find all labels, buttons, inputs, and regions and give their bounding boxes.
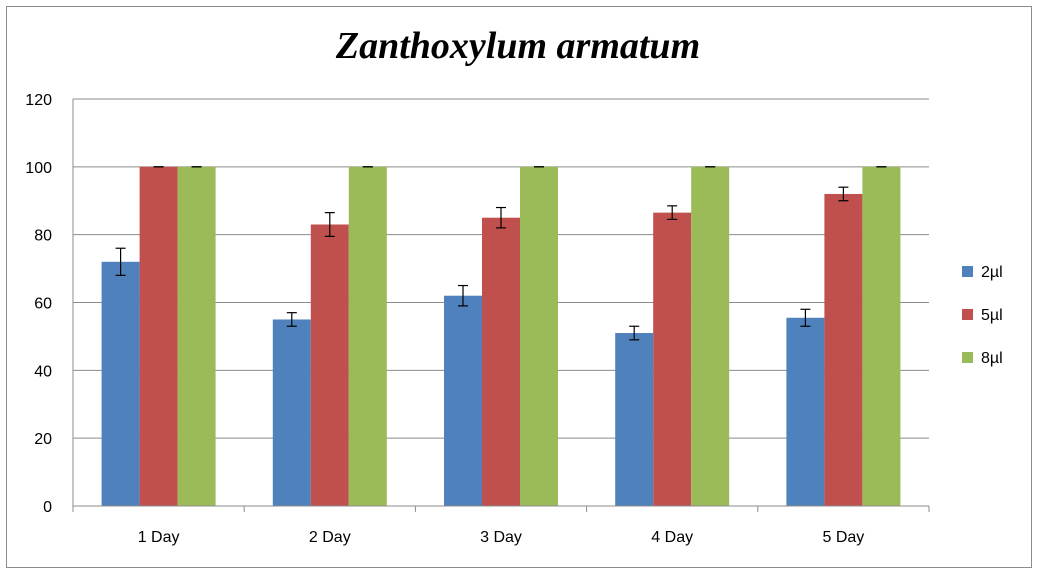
x-tick-label: 1 Day — [138, 529, 180, 546]
bar-2µl-2-day — [272, 319, 311, 506]
bar-2µl-4-day — [615, 333, 654, 506]
y-tick-label: 120 — [25, 92, 52, 109]
y-tick-label: 40 — [34, 363, 52, 380]
bar-5µl-3-day — [482, 217, 520, 507]
legend: 2µl 5µl 8µl — [962, 264, 1003, 367]
bar-8µl-5-day — [862, 166, 901, 507]
bar-5µl-2-day — [310, 224, 349, 506]
bar-2µl-1-day — [101, 261, 140, 506]
y-tick-label: 0 — [43, 499, 52, 516]
legend-label: 5µl — [981, 307, 1003, 324]
bar-8µl-2-day — [348, 166, 387, 507]
x-tick-label: 3 Day — [480, 529, 522, 546]
y-tick-labels: 0 20 40 60 80 100 120 — [25, 92, 52, 516]
chart-title: Zanthoxylum armatum — [335, 25, 700, 67]
error-bars — [115, 166, 887, 341]
x-tick-label: 5 Day — [823, 529, 865, 546]
legend-swatch — [962, 309, 973, 320]
bar-5µl-4-day — [653, 212, 692, 506]
bar-2µl-3-day — [444, 295, 482, 506]
axes — [72, 99, 930, 512]
y-tick-label: 100 — [25, 160, 52, 177]
y-tick-label: 20 — [34, 431, 52, 448]
bar-5µl-1-day — [139, 166, 178, 507]
bar-2µl-5-day — [786, 317, 825, 506]
gridlines — [73, 98, 929, 439]
x-tick-label: 2 Day — [309, 529, 351, 546]
bar-8µl-3-day — [520, 166, 558, 507]
legend-swatch — [962, 352, 973, 363]
bar-5µl-5-day — [824, 193, 863, 506]
bars — [101, 166, 901, 507]
x-tick-label: 4 Day — [651, 529, 693, 546]
x-tick-labels: 1 Day 2 Day 3 Day 4 Day 5 Day — [138, 529, 865, 546]
bar-8µl-4-day — [691, 166, 730, 507]
legend-label: 8µl — [981, 350, 1003, 367]
legend-swatch — [962, 266, 973, 277]
bar-8µl-1-day — [177, 166, 216, 507]
y-tick-label: 60 — [34, 296, 52, 313]
y-tick-label: 80 — [34, 228, 52, 245]
legend-label: 2µl — [981, 264, 1003, 281]
